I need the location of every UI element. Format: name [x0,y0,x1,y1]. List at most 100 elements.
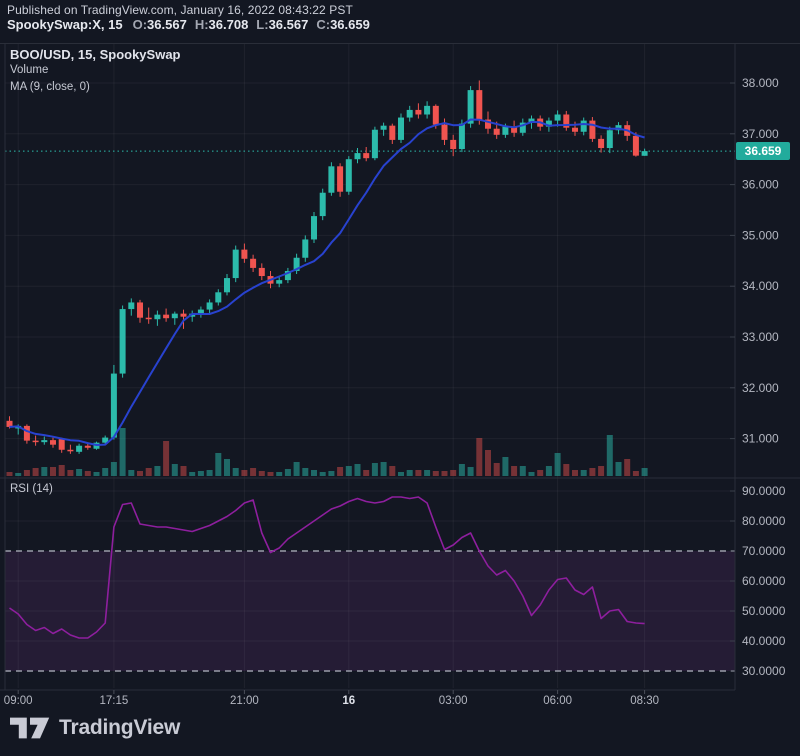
volume-bar [363,470,370,476]
volume-bar [23,470,30,476]
tradingview-footer[interactable]: TradingView [10,715,180,741]
rsi-pane-label[interactable]: RSI (14) [10,483,53,495]
chart-legend-pair[interactable]: BOO/USD, 15, SpookySwap [10,47,181,62]
time-tick-label: 09:00 [4,695,33,707]
candle-body [441,124,448,140]
symbol-title: SpookySwap:X, 15 [7,17,123,32]
volume-bar [154,466,161,476]
candle-body [398,117,404,140]
rsi-tick-label: 80.0000 [742,514,786,528]
candle-body [371,129,378,159]
candle-body [128,302,135,310]
candle-body [110,373,117,438]
candle-body [328,166,335,193]
ohlc-item: H:36.708 [194,17,249,32]
volume-bar [589,468,596,476]
volume-bar [284,469,291,476]
candle-body [197,309,204,314]
price-tick-label: 34.000 [742,279,779,293]
volume-bar [511,466,518,476]
candle-body [458,123,465,150]
volume-bar [424,470,431,476]
candle-body [6,420,13,427]
candles [6,80,648,454]
chart-legend-volume[interactable]: Volume [10,64,49,76]
volume-bar [624,459,631,476]
current-price-badge: 36.659 [736,142,790,160]
candle-body [67,449,74,452]
candle-body [450,139,457,150]
volume-bar [206,470,213,476]
candle-body [250,258,257,268]
volume-bar [485,450,491,476]
candle-body [363,153,370,159]
volume-bar [450,470,457,476]
time-tick-label: 16 [342,695,355,707]
volume-bar [197,471,204,476]
candle-body [519,122,526,133]
candle-body [41,440,48,443]
candle-body [424,105,431,115]
rsi-tick-label: 60.0000 [742,574,786,588]
candle-body [232,249,239,279]
ma-line [9,118,645,446]
volume-bar [93,472,100,476]
time-tick-label: 17:15 [100,695,129,707]
volume-bar [319,472,326,476]
rsi-tick-label: 40.0000 [742,634,786,648]
price-tick-label: 38.000 [742,76,779,90]
volume-bar [232,468,239,476]
volume-bar [145,468,152,476]
candle-body [467,90,474,124]
candle-body [145,317,152,320]
volume-bar [224,459,230,476]
volume-bar [84,471,91,476]
candle-body [276,280,283,284]
price-tick-label: 37.000 [742,127,779,141]
candle-body [545,120,552,127]
price-tick-label: 35.000 [742,228,779,242]
candle-body [485,119,491,129]
rsi-line [9,496,645,639]
volume-bar [119,428,126,476]
volume-bar [371,463,378,476]
candle-body [337,166,344,192]
volume-bar [128,470,135,476]
price-tick-label: 36.000 [742,178,779,192]
volume-bar [467,467,474,476]
chart-legend-ma[interactable]: MA (9, close, 0) [10,81,90,93]
volume-bar [354,464,361,476]
volume-bar [58,465,65,476]
candle-body [589,120,596,139]
candle-body [606,130,613,149]
time-tick-label: 06:00 [543,695,572,707]
candle-body [137,302,143,318]
volume-bar [276,472,283,476]
volume-bar [328,471,335,476]
rsi-tick-label: 50.0000 [742,604,786,618]
price-tick-label: 33.000 [742,330,779,344]
candle-body [163,314,170,319]
candle-body [215,292,222,303]
volume-bar [76,469,83,476]
candle-body [432,105,439,125]
rsi-line [9,496,645,639]
ma-line [9,118,645,446]
candle-body [50,440,56,445]
candle-body [311,216,317,240]
candle-body [493,128,500,135]
tradingview-logo-icon [10,717,50,739]
volume-bars [6,428,648,476]
volume-bar [171,464,178,476]
ohlc-values: O:36.567 H:36.708 L:36.567 C:36.659 [133,17,378,32]
rsi-tick-label: 30.0000 [742,664,786,678]
volume-bar [215,453,222,476]
volume-bar [250,468,257,476]
volume-bar [632,471,639,476]
candle-body [171,313,178,319]
candle-body [32,440,39,443]
candle-body [258,267,265,277]
volume-bar [502,457,509,476]
